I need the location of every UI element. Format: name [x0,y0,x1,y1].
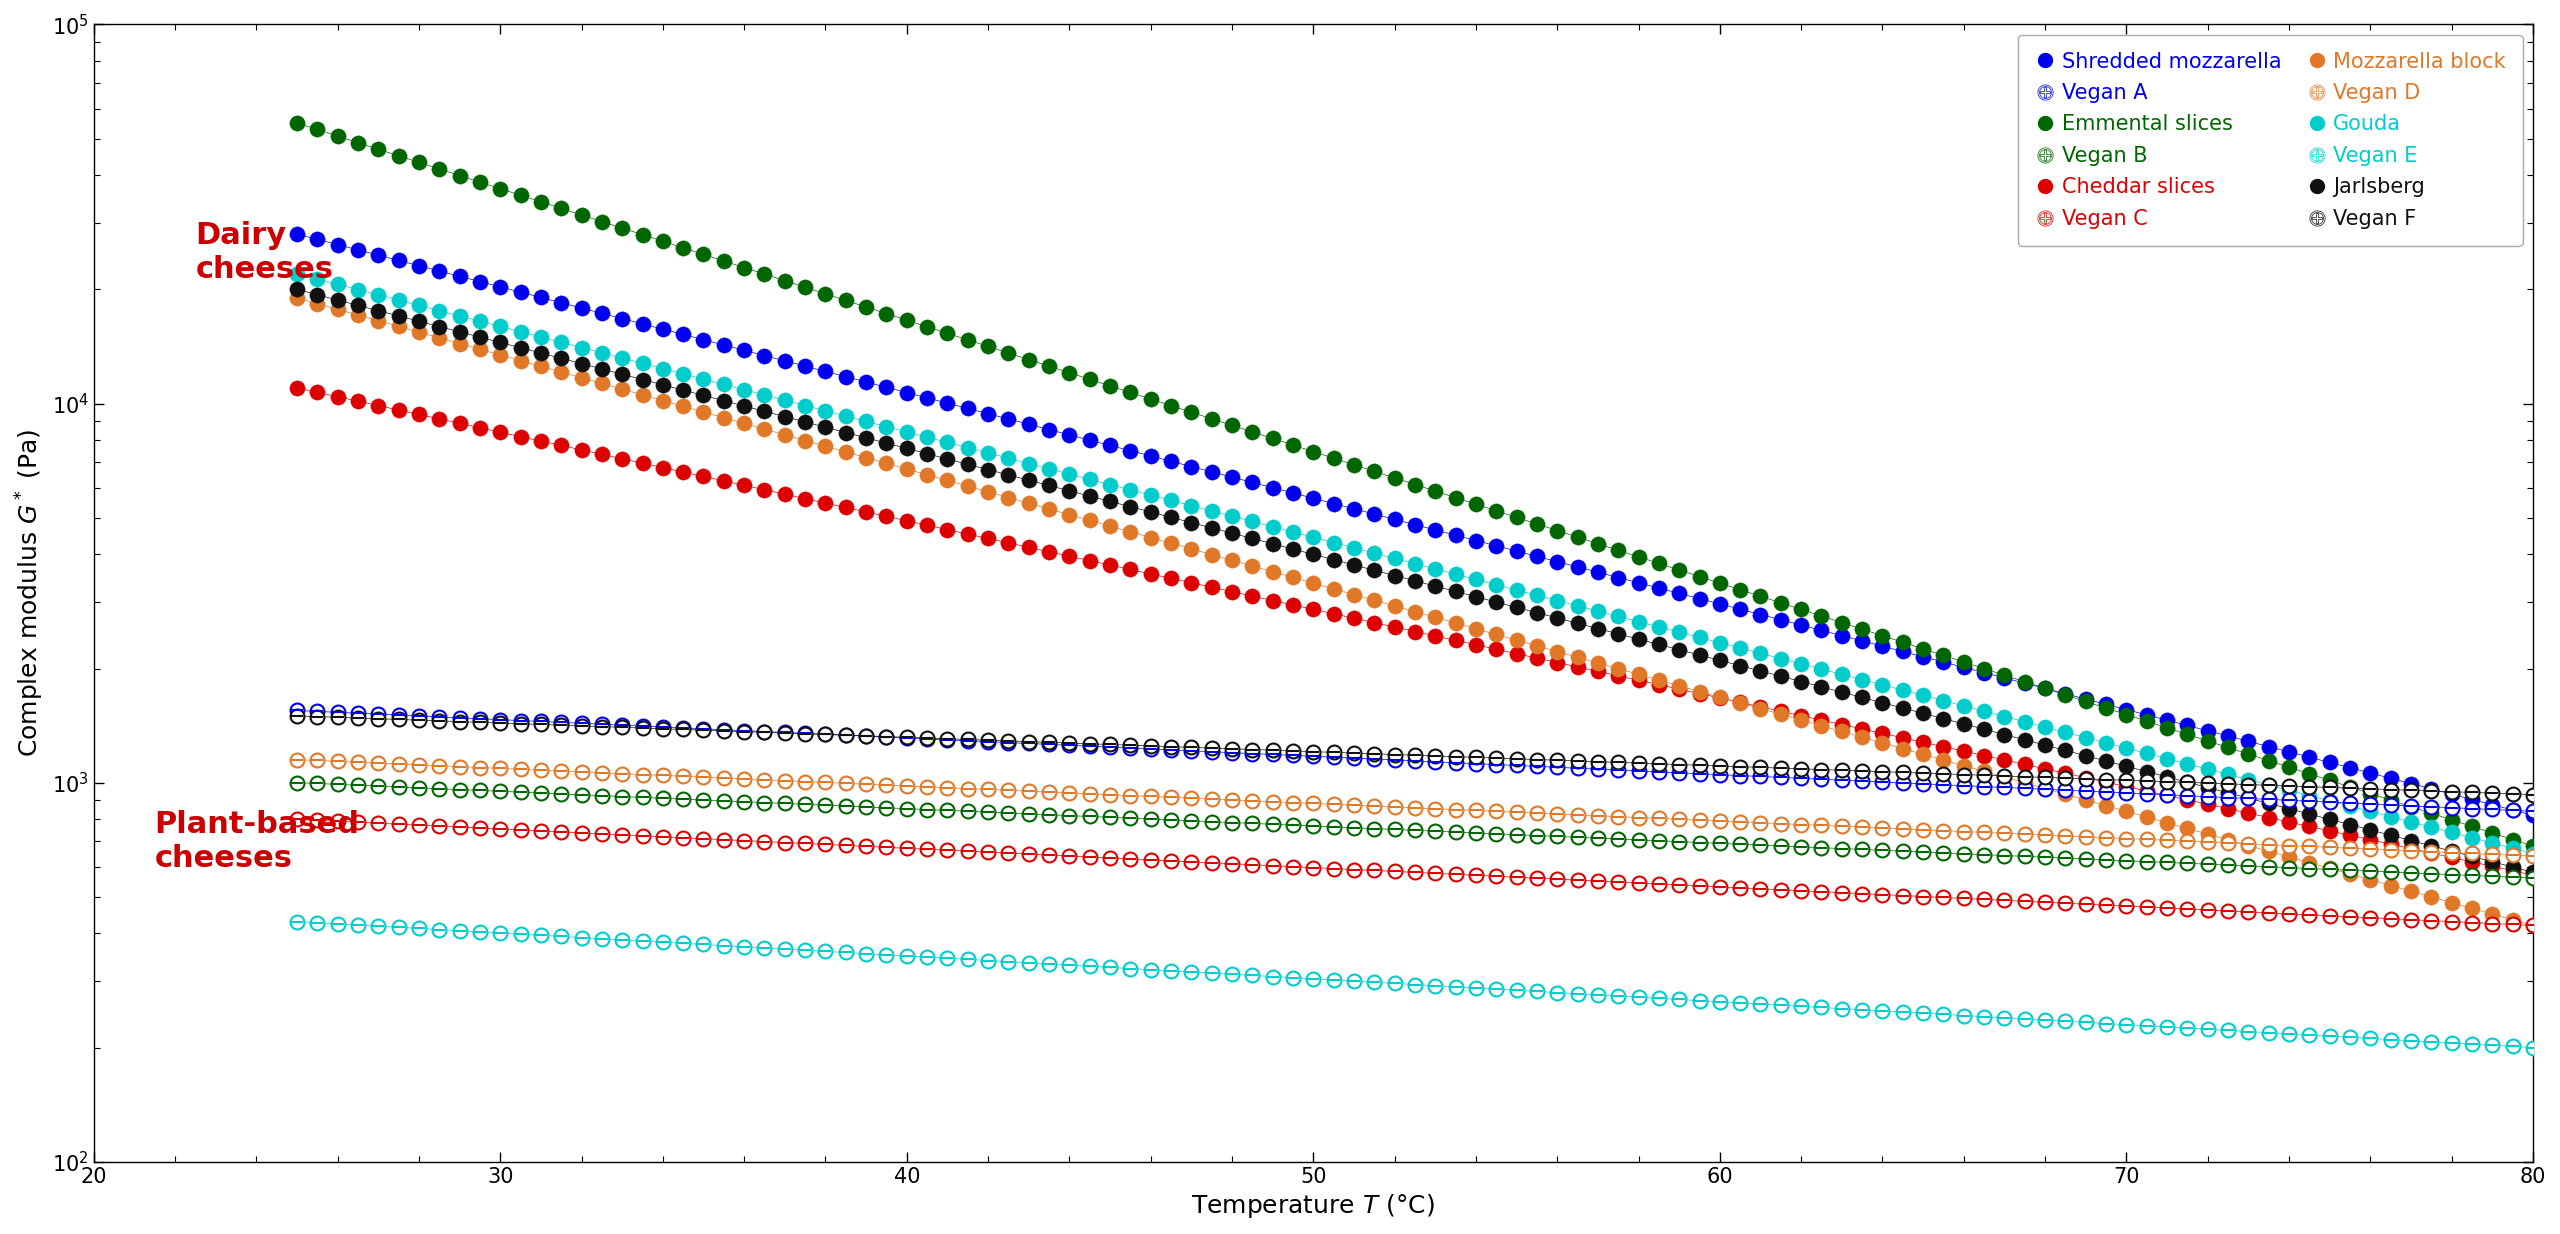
Legend: Shredded mozzarella, Vegan A, Emmental slices, Vegan B, Cheddar slices, Vegan C,: Shredded mozzarella, Vegan A, Emmental s… [2017,35,2522,246]
Text: Plant-based
cheeses: Plant-based cheeses [154,810,358,872]
Y-axis label: Complex modulus $G^*$ (Pa): Complex modulus $G^*$ (Pa) [13,429,46,758]
X-axis label: Temperature $T$ (°C): Temperature $T$ (°C) [1190,1192,1436,1220]
Text: Dairy
cheeses: Dairy cheeses [195,221,333,284]
